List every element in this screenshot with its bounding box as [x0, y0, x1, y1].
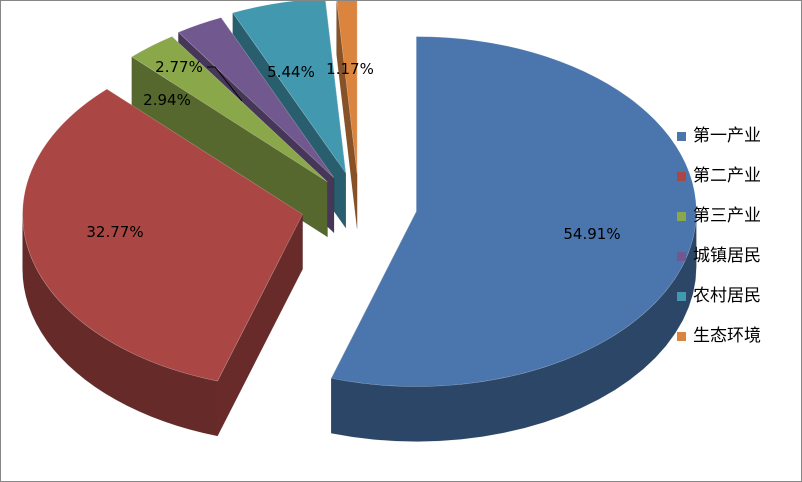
legend-item-5: 农村居民: [677, 283, 801, 323]
legend-swatch-6: [677, 332, 686, 341]
leader-line-4: [207, 66, 243, 102]
pie-slice-2: [22, 88, 303, 382]
pie-slice-6: [336, 1, 358, 174]
legend-swatch-3: [677, 212, 686, 221]
legend-item-3: 第三产业: [677, 203, 801, 243]
data-label-5: 5.44%: [267, 63, 315, 81]
data-label-3: 2.94%: [143, 91, 191, 109]
legend-label-1: 第一产业: [693, 126, 761, 146]
data-label-4: 2.77%: [155, 58, 203, 76]
legend-swatch-4: [677, 252, 686, 261]
legend-item-2: 第二产业: [677, 163, 801, 203]
legend-item-1: 第一产业: [677, 123, 801, 163]
legend-label-4: 城镇居民: [693, 246, 761, 266]
legend-label-2: 第二产业: [693, 166, 761, 186]
data-label-6: 1.17%: [326, 60, 374, 78]
pie-slice-5: [232, 1, 346, 174]
legend-label-3: 第三产业: [693, 206, 761, 226]
data-label-1: 54.91%: [563, 225, 620, 243]
pie-slice-3: [131, 36, 328, 183]
legend-swatch-1: [677, 132, 686, 141]
legend-label-6: 生态环境: [693, 326, 761, 346]
legend-item-4: 城镇居民: [677, 243, 801, 283]
legend-item-6: 生态环境: [677, 323, 801, 363]
legend: 第一产业 第二产业 第三产业 城镇居民 农村居民 生态环境: [677, 123, 801, 363]
data-label-2: 32.77%: [86, 223, 143, 241]
pie-slice-4: [177, 17, 335, 178]
legend-label-5: 农村居民: [693, 286, 761, 306]
data-labels: 54.91% 32.77% 2.94% 2.77% 5.44% 1.17%: [86, 58, 620, 243]
legend-swatch-5: [677, 292, 686, 301]
legend-swatch-2: [677, 172, 686, 181]
pie-slice-1: [330, 36, 697, 387]
pie-slices: [22, 1, 697, 442]
